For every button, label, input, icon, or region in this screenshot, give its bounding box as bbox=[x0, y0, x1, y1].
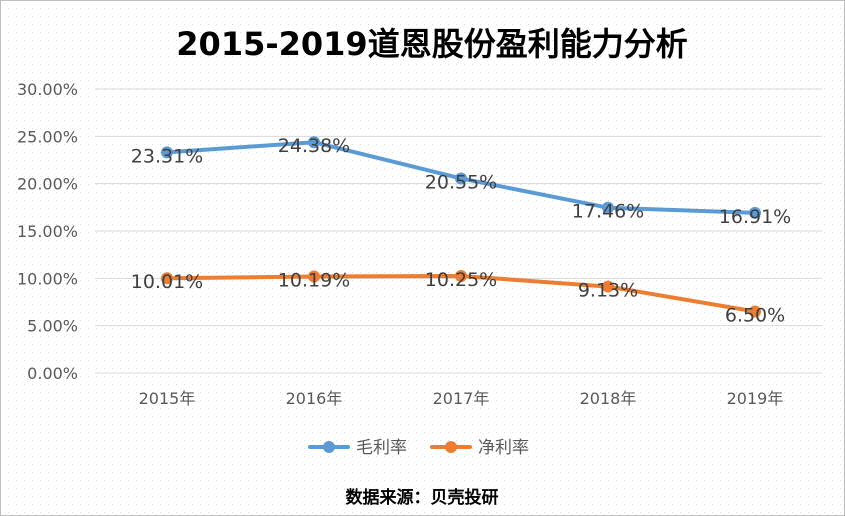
y-axis-ticks: 0.00% 5.00% 10.00% 15.00% 20.00% 25.00% 30.00% bbox=[17, 80, 78, 383]
legend-label: 毛利率 bbox=[356, 438, 407, 458]
data-point bbox=[749, 206, 761, 219]
data-label: 6.50% bbox=[725, 304, 785, 326]
y-tick-label: 30.00% bbox=[17, 80, 78, 99]
x-tick-label: 2017年 bbox=[433, 389, 490, 408]
x-tick-label: 2018年 bbox=[580, 389, 637, 408]
y-tick-label: 25.00% bbox=[17, 127, 78, 146]
data-label: 20.55% bbox=[425, 171, 497, 193]
y-tick-label: 15.00% bbox=[17, 222, 78, 241]
x-tick-label: 2016年 bbox=[286, 389, 343, 408]
data-point bbox=[749, 305, 761, 318]
data-label: 16.91% bbox=[719, 206, 791, 228]
legend: 毛利率 净利率 bbox=[308, 438, 529, 458]
data-point bbox=[455, 172, 467, 185]
data-point bbox=[161, 272, 173, 285]
data-point bbox=[602, 201, 614, 214]
x-axis-ticks: 2015年 2016年 2017年 2018年 2019年 bbox=[139, 389, 784, 408]
data-label: 24.38% bbox=[278, 135, 350, 157]
source-note: 数据来源：贝壳投研 bbox=[346, 487, 499, 508]
data-label: 10.01% bbox=[131, 271, 203, 293]
y-tick-label: 10.00% bbox=[17, 269, 78, 288]
y-tick-label: 5.00% bbox=[27, 317, 78, 336]
x-tick-label: 2015年 bbox=[139, 389, 196, 408]
data-labels: 23.31% 24.38% 20.55% 17.46% 16.91% 10.01% 10.1… bbox=[131, 135, 791, 326]
data-point bbox=[161, 146, 173, 159]
data-point bbox=[308, 270, 320, 283]
data-label: 23.31% bbox=[131, 145, 203, 167]
legend-label: 净利率 bbox=[478, 438, 529, 458]
series-points bbox=[161, 136, 761, 318]
data-label: 17.46% bbox=[572, 201, 644, 223]
y-tick-label: 0.00% bbox=[27, 364, 78, 383]
y-tick-label: 20.00% bbox=[17, 175, 78, 194]
data-label: 10.19% bbox=[278, 270, 350, 292]
chart-title: 2015-2019道恩股份盈利能力分析 bbox=[176, 25, 687, 63]
data-label: 9.13% bbox=[578, 280, 638, 302]
legend-marker bbox=[445, 441, 457, 453]
legend-marker bbox=[323, 441, 335, 453]
data-label: 10.25% bbox=[425, 269, 497, 291]
data-point bbox=[308, 136, 320, 149]
data-point bbox=[602, 280, 614, 293]
x-tick-label: 2019年 bbox=[727, 389, 784, 408]
data-point bbox=[455, 269, 467, 282]
